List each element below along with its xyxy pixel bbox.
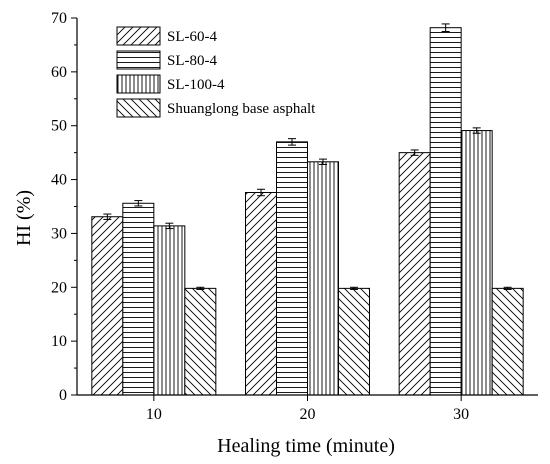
bar	[460, 130, 493, 396]
y-tick-label: 20	[51, 279, 67, 296]
legend: SL-60-4 SL-80-4 SL-100-4 Shuanglong base as…	[116, 26, 316, 118]
x-tick-label: 30	[453, 406, 469, 423]
legend-label: SL-100-4	[167, 77, 225, 93]
legend-swatch	[116, 50, 161, 70]
bar	[398, 152, 431, 396]
bars-layer	[91, 23, 524, 396]
x-tick-label: 10	[146, 406, 162, 423]
y-tick-label: 30	[51, 225, 67, 242]
y-tick-label: 70	[51, 10, 67, 27]
y-tick-label: 10	[51, 333, 67, 350]
bar	[276, 141, 308, 396]
legend-swatch	[116, 74, 161, 94]
bar	[491, 287, 524, 396]
bar	[122, 202, 155, 396]
bar	[429, 27, 462, 396]
bar	[245, 191, 277, 396]
legend-label: SL-60-4	[167, 29, 217, 45]
axes-layer: 10 20 30 0 10 20 30 40 50 60 70	[51, 10, 538, 423]
y-tick-label: 50	[51, 118, 67, 135]
legend-swatch	[116, 98, 161, 118]
bar	[307, 161, 339, 396]
legend-swatch	[116, 26, 161, 46]
legend-label: Shuanglong base asphalt	[167, 101, 316, 117]
y-tick-label: 40	[51, 172, 67, 189]
x-tick-label: 20	[300, 406, 316, 423]
bar	[153, 225, 186, 396]
bar	[91, 216, 124, 396]
bar	[184, 287, 217, 396]
y-axis-title: HI (%)	[13, 190, 35, 246]
bar	[338, 287, 370, 396]
legend-label: SL-80-4	[167, 53, 217, 69]
x-axis-title: Healing time (minute)	[217, 435, 395, 457]
y-tick-label: 0	[59, 387, 67, 404]
y-tick-label: 60	[51, 64, 67, 81]
